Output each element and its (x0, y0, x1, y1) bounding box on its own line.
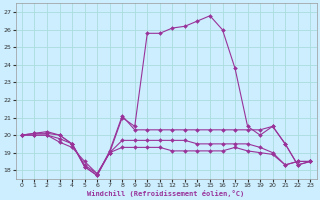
X-axis label: Windchill (Refroidissement éolien,°C): Windchill (Refroidissement éolien,°C) (87, 190, 245, 197)
